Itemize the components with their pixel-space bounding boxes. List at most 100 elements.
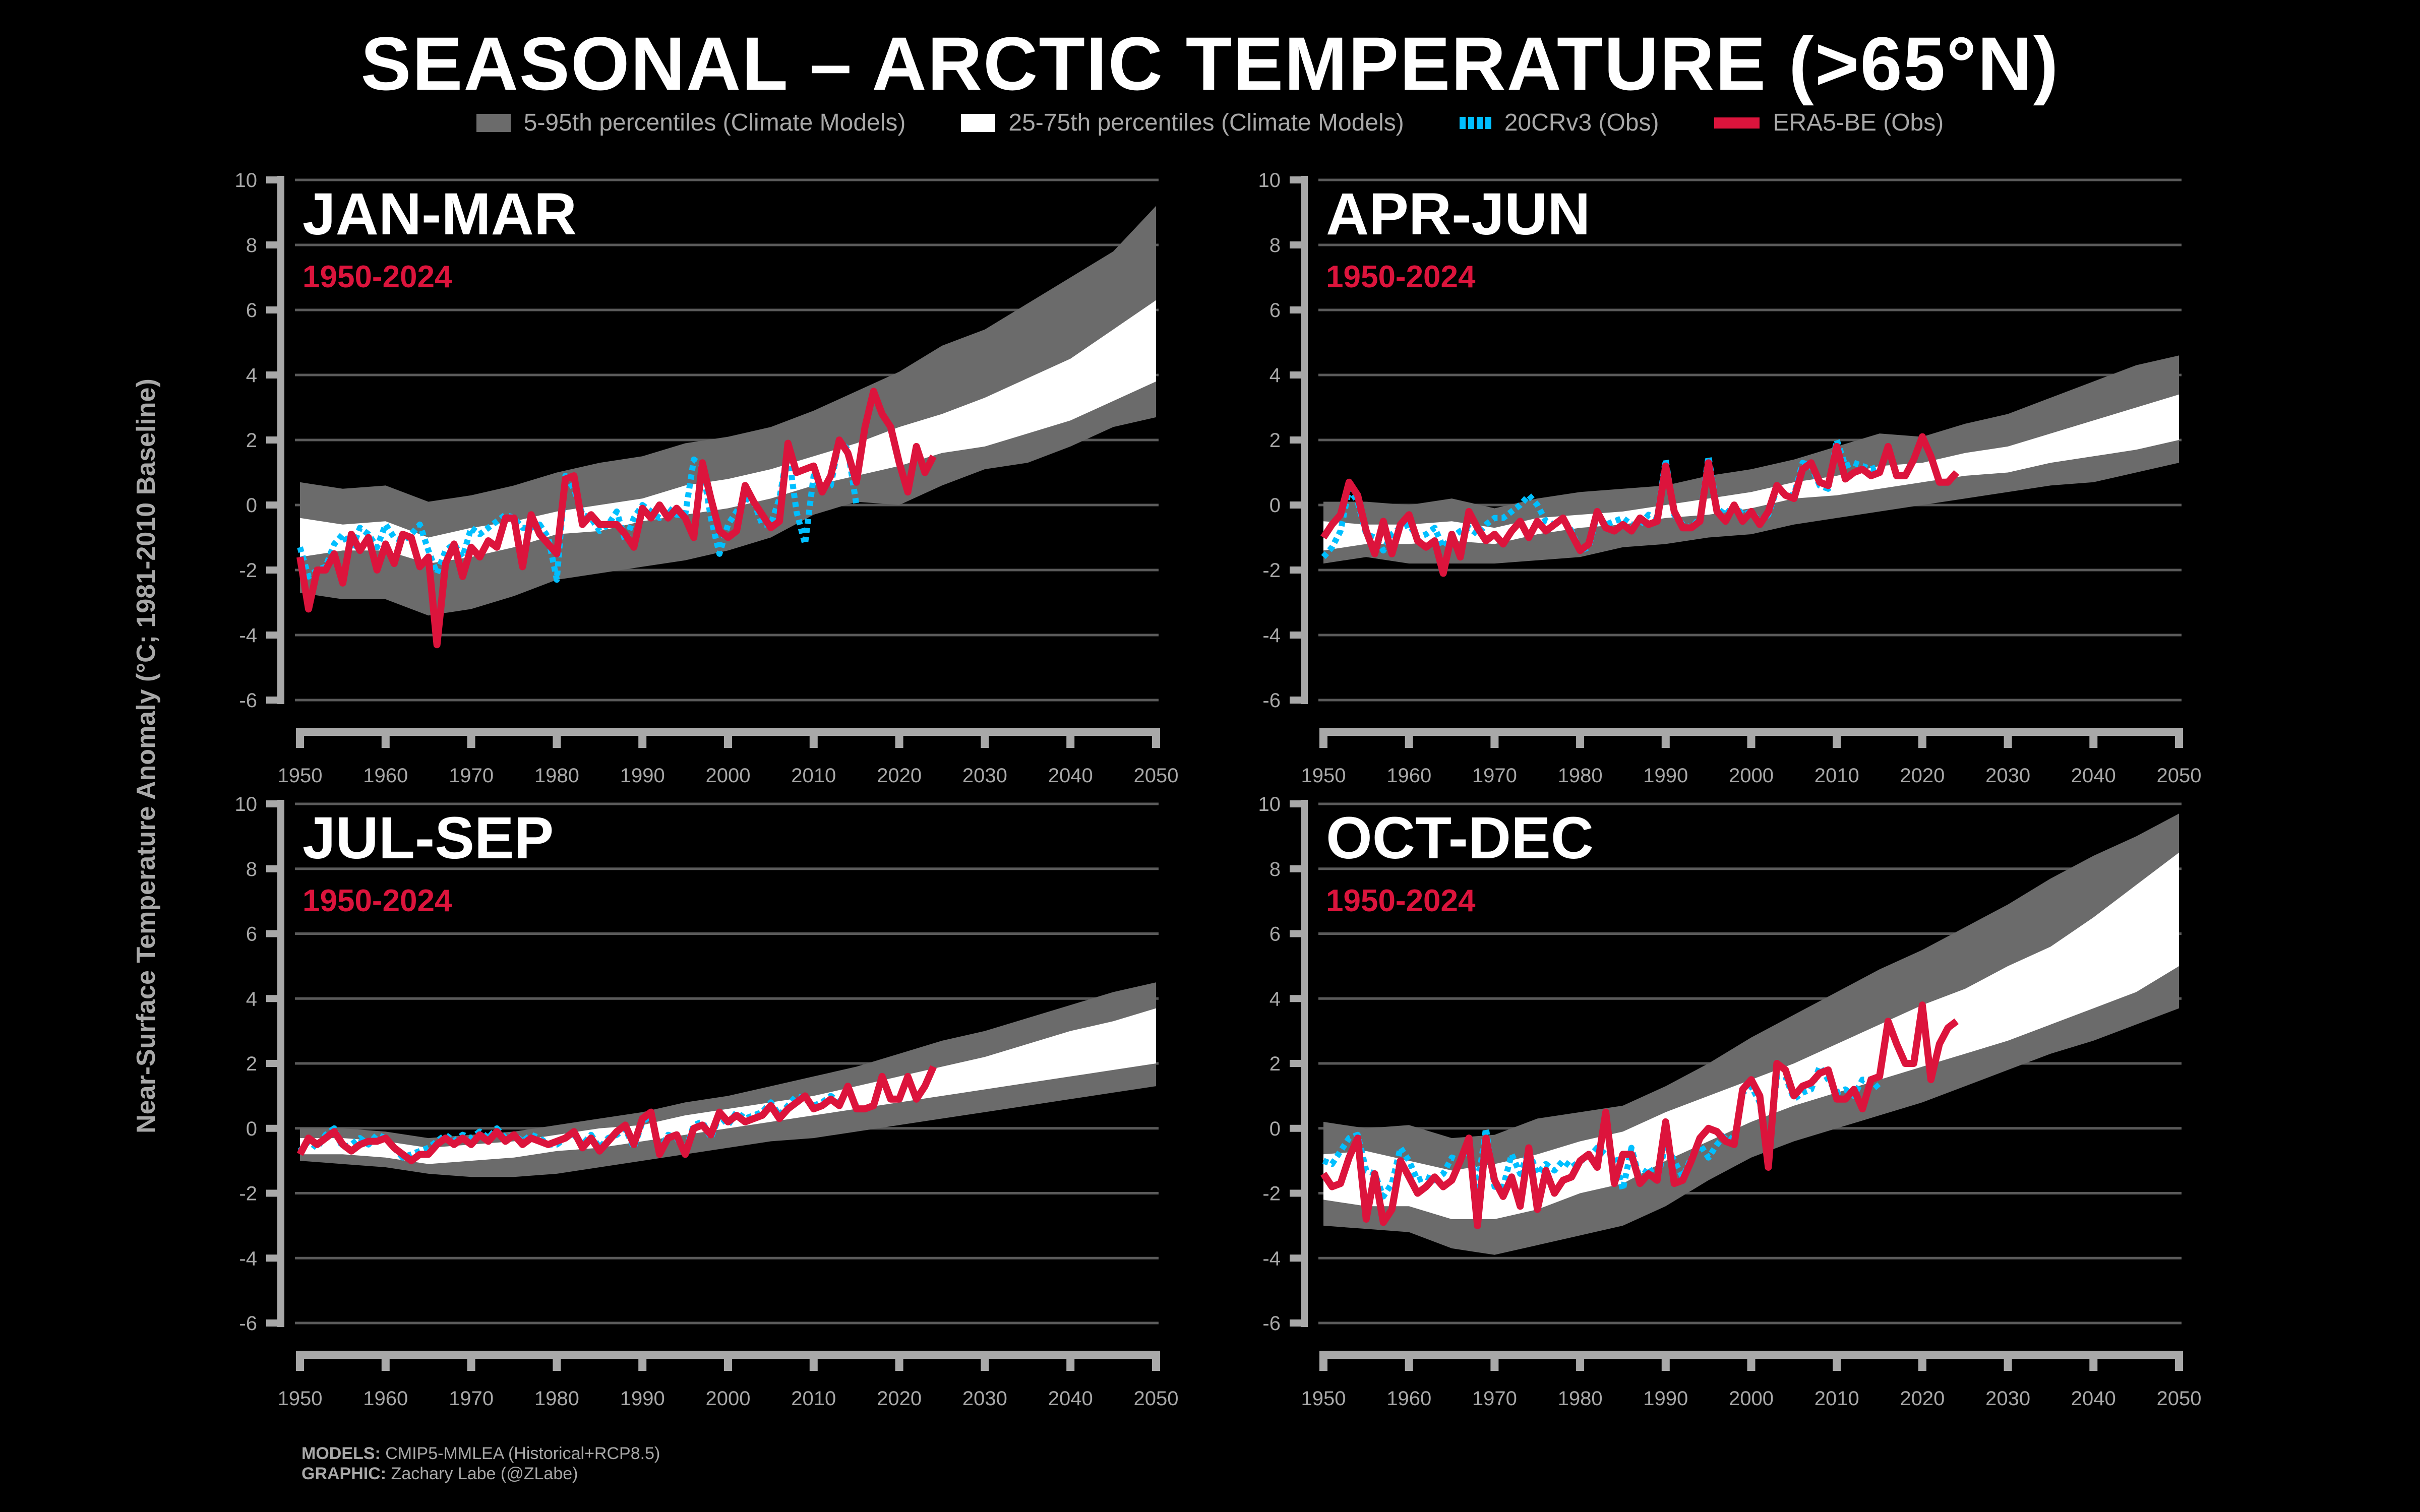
x-tick-label: 2000 (706, 1388, 751, 1410)
panel-jul-sep: -6 -4 -2 0 2 4 6 8 10 1950 1960 1970 1980 1990 2000 201… (235, 793, 1179, 1410)
x-tick-label: 1960 (363, 1388, 408, 1410)
y-tick (1290, 306, 1305, 313)
panel-title: JUL-SEP (302, 805, 554, 871)
x-tick-label: 2000 (1729, 765, 1774, 787)
x-tick (1405, 728, 1413, 748)
y-tick-label: -2 (1262, 1183, 1281, 1205)
x-tick (1066, 1351, 1075, 1371)
y-tick (1290, 176, 1305, 183)
series-era5-line (1320, 433, 1960, 577)
x-tick (809, 1351, 818, 1371)
x-tick (1747, 728, 1756, 748)
y-tick (1290, 697, 1305, 704)
y-tick (266, 241, 281, 248)
y-tick (1290, 1060, 1305, 1067)
y-tick (266, 1254, 281, 1262)
series-era5-line (296, 388, 937, 649)
x-tick-label: 2020 (877, 1388, 922, 1410)
y-tick-label: 4 (246, 364, 257, 387)
y-tick-label: -2 (239, 1183, 257, 1205)
legend-label: ERA5-BE (Obs) (1773, 109, 1944, 136)
x-tick-label: 2050 (2157, 765, 2202, 787)
band-25-75-percentile (1323, 394, 2179, 551)
credits-models-value: CMIP5-MMLEA (Historical+RCP8.5) (385, 1444, 660, 1463)
y-tick-label: 4 (1269, 364, 1281, 387)
band-5-95-percentile (1323, 813, 2179, 1255)
y-tick (266, 1319, 281, 1327)
x-tick (1490, 728, 1499, 748)
legend-item-p25-75: 25-75th percentiles (Climate Models) (961, 109, 1404, 137)
x-tick (1833, 1351, 1841, 1371)
x-tick-label: 2040 (2071, 765, 2116, 787)
x-tick-label: 2050 (1134, 765, 1179, 787)
y-tick (1290, 241, 1305, 248)
x-tick (1066, 728, 1075, 748)
band-5-95-percentile (300, 206, 1156, 616)
y-tick-label: -4 (1262, 1247, 1281, 1270)
x-tick (2089, 728, 2098, 748)
band-25-75-percentile (300, 300, 1156, 564)
y-tick-label: 6 (1269, 923, 1281, 946)
panel-subtitle: 1950-2024 (1326, 260, 1476, 294)
chart-title: SEASONAL – ARCTIC TEMPERATURE (>65°N) (360, 21, 2060, 106)
x-tick (2004, 728, 2012, 748)
x-tick-label: 2040 (1048, 765, 1093, 787)
y-tick-label: -6 (239, 689, 257, 712)
x-tick-label: 1970 (449, 1388, 494, 1410)
x-tick-label: 1950 (278, 1388, 323, 1410)
x-tick-label: 1980 (1558, 765, 1603, 787)
panel-subtitle: 1950-2024 (302, 884, 452, 918)
y-tick (266, 930, 281, 937)
y-tick (266, 1189, 281, 1197)
y-tick-label: 2 (1269, 1053, 1281, 1075)
legend-label: 20CRv3 (Obs) (1504, 109, 1659, 136)
x-tick-label: 1990 (620, 1388, 665, 1410)
x-tick-label: 2020 (1900, 765, 1945, 787)
x-tick-label: 1970 (1472, 1388, 1517, 1410)
panel-subtitle: 1950-2024 (302, 260, 452, 294)
x-tick (553, 728, 561, 748)
x-tick-label: 2030 (962, 765, 1007, 787)
x-tick-label: 1950 (278, 765, 323, 787)
y-tick-label: 2 (1269, 429, 1281, 452)
y-tick (266, 1060, 281, 1067)
legend-swatch-20crv3 (1459, 116, 1491, 129)
x-tick (981, 728, 989, 748)
x-tick (553, 1351, 561, 1371)
x-tick-label: 2040 (1048, 1388, 1093, 1410)
y-tick-label: 8 (246, 234, 257, 257)
x-tick-label: 2030 (1985, 765, 2030, 787)
x-tick-label: 1980 (1558, 1388, 1603, 1410)
y-tick (1290, 800, 1305, 807)
x-tick (2089, 1351, 2098, 1371)
x-tick-label: 1990 (620, 765, 665, 787)
x-tick (2175, 728, 2183, 748)
y-tick-label: 8 (1269, 858, 1281, 880)
x-tick (467, 1351, 475, 1371)
y-tick (266, 697, 281, 704)
x-tick (1319, 1351, 1327, 1371)
x-tick-label: 1960 (363, 765, 408, 787)
y-tick (1290, 995, 1305, 1002)
x-tick (1490, 1351, 1499, 1371)
panel-title: OCT-DEC (1326, 805, 1594, 871)
x-tick (1152, 1351, 1160, 1371)
band-5-95-percentile (1323, 355, 2179, 564)
legend: 5-95th percentiles (Climate Models) 25-7… (0, 109, 2420, 137)
y-tick (266, 566, 281, 574)
x-tick-label: 2040 (2071, 1388, 2116, 1410)
x-tick-label: 1950 (1301, 1388, 1346, 1410)
legend-label: 25-75th percentiles (Climate Models) (1008, 109, 1404, 136)
x-tick-label: 1960 (1386, 765, 1431, 787)
y-tick (266, 371, 281, 379)
y-tick (1290, 436, 1305, 444)
x-tick (1747, 1351, 1756, 1371)
x-tick (2175, 1351, 2183, 1371)
x-tick-label: 1980 (534, 765, 579, 787)
legend-swatch-p25-75 (961, 113, 996, 132)
x-tick (981, 1351, 989, 1371)
x-tick-label: 2050 (1134, 1388, 1179, 1410)
legend-item-20crv3: 20CRv3 (Obs) (1459, 109, 1659, 137)
x-tick-label: 2020 (1900, 1388, 1945, 1410)
